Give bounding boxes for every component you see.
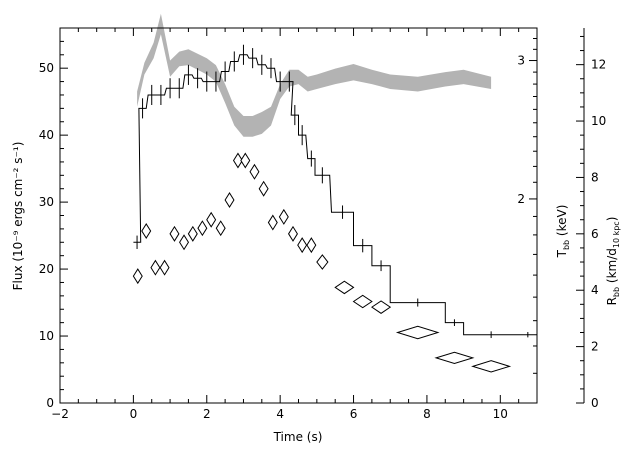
left-tick-label: 40 bbox=[39, 128, 54, 142]
radius-diamond-point bbox=[150, 259, 161, 276]
radius-label-mid: (km/d bbox=[605, 248, 619, 287]
radius-diamond-point bbox=[159, 259, 170, 276]
radius-diamond-point bbox=[278, 208, 289, 225]
radius-diamond-point bbox=[187, 225, 198, 242]
x-tick-label: 10 bbox=[493, 407, 508, 421]
radius-tick-label: 0 bbox=[591, 396, 599, 410]
radius-diamond-point bbox=[334, 280, 355, 295]
x-axis-label: Time (s) bbox=[273, 430, 323, 444]
radius-diamond-point bbox=[197, 220, 208, 237]
temperature-band-layer bbox=[137, 13, 492, 137]
radius-diamond-point bbox=[258, 180, 269, 197]
radius-label-main: R bbox=[605, 297, 619, 305]
x-tick-label: 0 bbox=[130, 407, 138, 421]
radius-diamond-point bbox=[297, 237, 308, 254]
radius-label-sub: bb bbox=[612, 287, 621, 297]
radius-diamond-point bbox=[316, 254, 329, 270]
radius-diamond-point bbox=[288, 225, 298, 242]
flux-histogram-line bbox=[133, 54, 537, 336]
temperature-label-sub: bb bbox=[562, 240, 571, 250]
temperature-label-suffix: (keV) bbox=[555, 205, 569, 240]
x-tick-label: 8 bbox=[423, 407, 431, 421]
left-tick-label: 20 bbox=[39, 262, 54, 276]
radius-diamond-point bbox=[132, 268, 143, 285]
radius-series-layer bbox=[132, 152, 512, 373]
x-tick-label: 6 bbox=[350, 407, 358, 421]
radius-axis-label: Rbb (km/d10 kpc) bbox=[605, 217, 621, 306]
radius-tick-label: 10 bbox=[591, 114, 606, 128]
radius-tick-label: 2 bbox=[591, 340, 599, 354]
left-tick-label: 50 bbox=[39, 61, 54, 75]
temperature-label-main: T bbox=[555, 249, 569, 258]
radius-diamond-point bbox=[215, 220, 226, 237]
radius-diamond-point bbox=[471, 360, 512, 373]
x-tick-label: −2 bbox=[51, 407, 69, 421]
radius-diamond-point bbox=[240, 152, 251, 169]
radius-tick-label: 8 bbox=[591, 170, 599, 184]
temperature-axis-label: Tbb (keV) bbox=[555, 205, 571, 259]
left-tick-label: 10 bbox=[39, 329, 54, 343]
left-tick-label: 30 bbox=[39, 195, 54, 209]
radius-tick-label: 4 bbox=[591, 283, 599, 297]
left-tick-label: 0 bbox=[46, 396, 54, 410]
radius-diamond-point bbox=[267, 214, 278, 231]
radius-diamond-point bbox=[306, 237, 317, 254]
radius-label-sub2: 10 kpc bbox=[612, 221, 621, 248]
temperature-tick-label: 3 bbox=[517, 54, 525, 68]
x-tick-label: 4 bbox=[276, 407, 284, 421]
radius-tick-label: 6 bbox=[591, 227, 599, 241]
temperature-tick-label: 2 bbox=[517, 192, 525, 206]
radius-diamond-point bbox=[352, 294, 373, 309]
flux-series-layer bbox=[133, 44, 537, 339]
radius-diamond-point bbox=[206, 211, 217, 228]
temperature-band bbox=[137, 13, 492, 137]
x-tick-label: 2 bbox=[203, 407, 211, 421]
radius-diamond-point bbox=[370, 300, 392, 314]
radius-diamond-point bbox=[179, 234, 190, 251]
radius-tick-label: 12 bbox=[591, 58, 606, 72]
radius-diamond-point bbox=[395, 325, 440, 340]
radius-diamond-point bbox=[169, 225, 180, 242]
radius-label-suffix: ) bbox=[605, 217, 619, 222]
radius-diamond-point bbox=[249, 163, 260, 180]
radius-diamond-point bbox=[141, 223, 152, 240]
radius-diamond-point bbox=[224, 191, 235, 208]
radius-diamond-point bbox=[434, 351, 475, 365]
left-axis-label: Flux (10⁻⁹ ergs cm⁻² s⁻¹) bbox=[11, 142, 25, 291]
